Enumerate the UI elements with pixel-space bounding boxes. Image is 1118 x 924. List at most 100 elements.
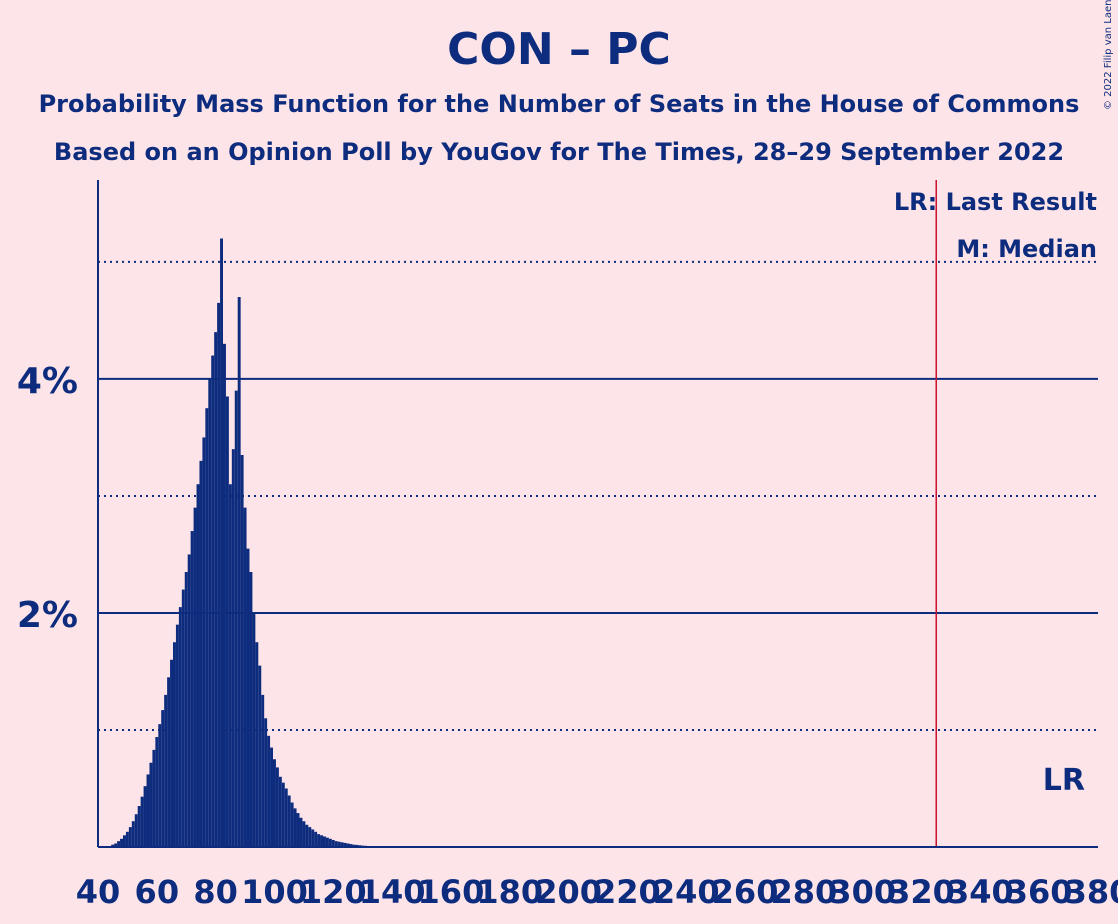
- bar-116: [320, 835, 323, 847]
- bar-98: [267, 735, 271, 847]
- bar-87: [234, 390, 238, 847]
- bar-77: [205, 408, 209, 847]
- bar-74: [196, 484, 200, 847]
- bar-73: [193, 507, 197, 847]
- legend-last-result: LR: Last Result: [894, 188, 1097, 216]
- bar-122: [337, 841, 341, 847]
- bar-61: [158, 724, 162, 847]
- bar-121: [334, 841, 338, 847]
- x-tick-label: 80: [193, 873, 238, 911]
- bar-68: [178, 607, 182, 847]
- bar-97: [264, 718, 268, 847]
- bar-92: [249, 572, 253, 847]
- bar-99: [270, 747, 273, 847]
- bar-85: [228, 484, 232, 847]
- bar-112: [308, 827, 312, 847]
- x-tick-label: 360: [1006, 873, 1073, 911]
- bar-72: [190, 531, 194, 847]
- bar-65: [170, 659, 173, 847]
- last-result-label: LR: [1043, 763, 1085, 798]
- bar-123: [340, 842, 344, 847]
- bar-88: [237, 297, 241, 847]
- x-tick-label: 280: [770, 873, 837, 911]
- x-tick-label: 60: [135, 873, 180, 911]
- x-tick-label: 160: [418, 873, 485, 911]
- y-tick-label: 4%: [17, 361, 78, 402]
- gridlines: [98, 260, 1098, 731]
- bar-48: [120, 838, 123, 847]
- bar-67: [175, 624, 179, 847]
- bar-94: [255, 642, 259, 847]
- bar-91: [246, 548, 250, 847]
- x-tick-label: 120: [300, 873, 367, 911]
- bar-70: [184, 572, 188, 847]
- bar-125: [346, 843, 350, 847]
- bar-103: [281, 782, 285, 847]
- bar-69: [181, 589, 185, 847]
- bar-81: [217, 302, 221, 847]
- x-tick-label: 100: [241, 873, 308, 911]
- bar-100: [273, 759, 276, 847]
- bar-54: [137, 806, 141, 847]
- bar-55: [140, 796, 144, 847]
- bar-119: [328, 838, 332, 847]
- bar-96: [261, 694, 265, 847]
- bar-64: [167, 677, 171, 847]
- x-tick-label: 380: [1065, 873, 1118, 911]
- bar-107: [293, 808, 297, 847]
- x-tick-label: 200: [535, 873, 602, 911]
- bar-111: [305, 824, 309, 847]
- bar-60: [155, 737, 159, 847]
- bar-109: [299, 817, 303, 847]
- bar-63: [164, 694, 168, 847]
- bar-79: [211, 355, 215, 847]
- bar-53: [134, 814, 138, 847]
- x-tick-label: 240: [653, 873, 720, 911]
- bar-102: [278, 776, 282, 847]
- bar-82: [220, 238, 223, 847]
- bar-50: [125, 831, 129, 847]
- bar-105: [287, 795, 291, 847]
- bar-86: [231, 449, 235, 847]
- bar-59: [152, 749, 156, 847]
- bar-114: [314, 831, 318, 847]
- bar-93: [252, 612, 256, 847]
- legend: LR: Last Result M: Median LR: [894, 188, 1097, 798]
- bar-83: [223, 343, 226, 847]
- bar-108: [296, 813, 300, 847]
- bar-45: [111, 844, 115, 847]
- bar-106: [290, 802, 294, 847]
- axes: [97, 180, 1098, 848]
- bar-124: [343, 842, 347, 847]
- x-tick-label: 140: [359, 873, 426, 911]
- bar-110: [302, 821, 306, 847]
- x-tick-label: 40: [76, 873, 121, 911]
- bar-71: [187, 554, 191, 847]
- bar-49: [123, 835, 126, 847]
- y-tick-labels: 2% 4%: [17, 361, 78, 636]
- bar-113: [311, 829, 315, 847]
- x-tick-label: 320: [888, 873, 955, 911]
- bar-series: [111, 238, 379, 847]
- bar-128: [355, 844, 359, 847]
- bar-62: [161, 710, 165, 847]
- bar-47: [117, 841, 121, 847]
- bar-89: [240, 454, 244, 847]
- bar-84: [225, 396, 229, 847]
- bar-56: [143, 786, 147, 847]
- chart-subtitle: Probability Mass Function for the Number…: [38, 90, 1080, 118]
- bar-57: [146, 774, 150, 847]
- bar-90: [243, 507, 247, 847]
- bar-46: [114, 843, 118, 847]
- bar-117: [323, 836, 326, 847]
- bar-127: [352, 844, 356, 847]
- bar-80: [214, 332, 218, 847]
- bar-76: [202, 437, 206, 847]
- chart-title: CON – PC: [447, 24, 671, 75]
- y-tick-label: 2%: [17, 595, 78, 636]
- bar-78: [208, 378, 212, 847]
- legend-median: M: Median: [956, 235, 1097, 263]
- bar-120: [331, 839, 335, 847]
- bar-115: [317, 834, 321, 847]
